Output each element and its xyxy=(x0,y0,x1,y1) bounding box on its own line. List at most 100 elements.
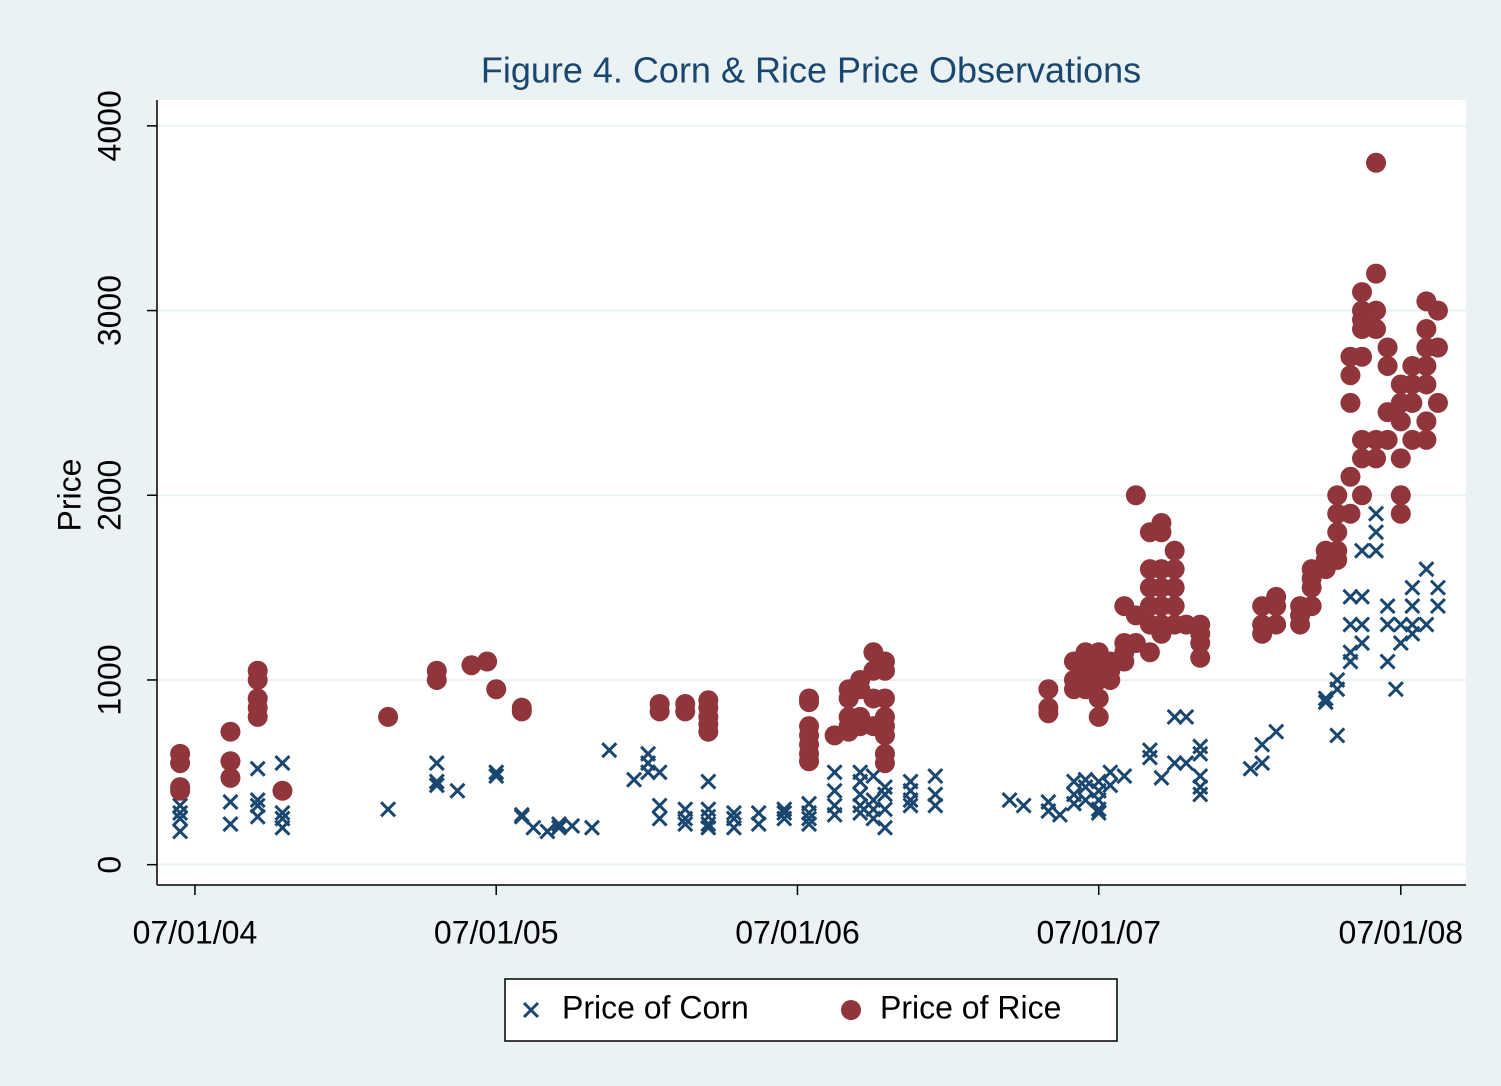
rice-point xyxy=(1416,355,1437,376)
corn-point xyxy=(428,777,445,794)
rice-point xyxy=(1340,466,1361,487)
corn-point xyxy=(1379,616,1396,633)
corn-point xyxy=(852,804,869,822)
corn-point xyxy=(222,815,239,833)
corn-point xyxy=(1317,690,1334,707)
corn-point xyxy=(1387,681,1404,698)
corn-point xyxy=(1329,681,1346,698)
rice-point xyxy=(272,780,293,801)
rice-point xyxy=(1164,596,1185,617)
corn-point xyxy=(1429,598,1447,615)
rice-point xyxy=(1416,411,1437,432)
corn-point xyxy=(1418,561,1435,578)
corn-point xyxy=(249,808,266,825)
rice-point xyxy=(1340,365,1361,386)
rice-point xyxy=(1402,374,1423,395)
corn-point xyxy=(550,815,568,833)
rice-point xyxy=(799,692,820,713)
corn-point xyxy=(826,782,843,799)
rice-point xyxy=(1377,355,1398,376)
rice-point xyxy=(461,655,482,676)
corn-point xyxy=(865,810,882,827)
corn-point xyxy=(1342,588,1359,605)
corn-point xyxy=(1353,542,1371,559)
corn-point xyxy=(1001,791,1018,809)
rice-point xyxy=(1352,448,1373,469)
rice-point xyxy=(1151,522,1172,543)
rice-point xyxy=(220,751,241,772)
corn-point xyxy=(1342,653,1359,670)
x-tick-label: 07/01/05 xyxy=(434,914,559,950)
rice-point xyxy=(1390,485,1411,506)
corn-point xyxy=(1141,749,1158,766)
rice-point xyxy=(1301,596,1322,617)
rice-point xyxy=(1190,647,1211,668)
rice-point xyxy=(1164,577,1185,598)
corn-point xyxy=(1367,542,1385,559)
corn-point xyxy=(1166,708,1183,725)
legend-marker xyxy=(841,1000,861,1020)
corn-point xyxy=(1102,777,1119,794)
rice-point xyxy=(1377,429,1398,450)
corn-point xyxy=(1166,755,1183,772)
corn-point xyxy=(750,815,767,833)
corn-point xyxy=(725,804,742,822)
rice-point xyxy=(1390,411,1411,432)
corn-point xyxy=(488,767,505,785)
rice-point xyxy=(1377,337,1398,358)
rice-point xyxy=(170,780,191,801)
corn-point xyxy=(550,819,568,836)
corn-point xyxy=(677,815,694,833)
legend-label: Price of Corn xyxy=(562,989,749,1025)
corn-point xyxy=(700,819,717,836)
chart-title: Figure 4. Corn & Rice Price Observations xyxy=(481,50,1141,91)
corn-point xyxy=(1429,579,1447,596)
corn-point xyxy=(249,791,266,809)
rice-point xyxy=(1402,392,1423,413)
corn-point xyxy=(1353,588,1371,605)
rice-point xyxy=(1088,688,1109,709)
rice-point xyxy=(1390,448,1411,469)
corn-point xyxy=(640,764,657,781)
corn-point xyxy=(274,819,291,836)
corn-point xyxy=(1178,708,1195,725)
corn-point xyxy=(677,810,694,827)
corn-point xyxy=(222,793,239,810)
corn-point xyxy=(876,819,894,836)
rice-point xyxy=(1340,503,1361,524)
corn-point xyxy=(1342,616,1359,633)
corn-point xyxy=(1268,723,1285,740)
y-tick-label: 1000 xyxy=(91,644,127,715)
rice-point xyxy=(1038,679,1059,700)
corn-point xyxy=(876,801,894,818)
rice-point xyxy=(698,721,719,742)
rice-point xyxy=(874,725,895,746)
rice-point xyxy=(1352,319,1373,340)
corn-point xyxy=(725,819,742,836)
y-tick-label: 3000 xyxy=(91,275,127,346)
corn-point xyxy=(449,782,466,799)
corn-point xyxy=(776,810,793,827)
corn-point xyxy=(1367,524,1385,541)
rice-point xyxy=(247,669,268,690)
rice-point xyxy=(1114,651,1135,672)
corn-point xyxy=(700,773,717,790)
x-tick-label: 07/01/07 xyxy=(1036,914,1161,950)
corn-point xyxy=(1317,694,1334,711)
corn-point xyxy=(1116,767,1133,785)
corn-point xyxy=(1192,786,1209,803)
corn-point xyxy=(876,786,894,803)
x-tick-label: 07/01/04 xyxy=(133,914,258,950)
rice-point xyxy=(1038,703,1059,724)
rice-point xyxy=(220,721,241,742)
corn-point xyxy=(1178,755,1195,772)
corn-point xyxy=(1404,598,1421,615)
rice-point xyxy=(378,706,399,727)
corn-point xyxy=(274,804,291,822)
corn-point xyxy=(1192,745,1209,762)
rice-point xyxy=(1427,392,1448,413)
corn-point xyxy=(1051,806,1068,823)
rice-point xyxy=(1266,596,1287,617)
corn-point xyxy=(525,819,542,836)
